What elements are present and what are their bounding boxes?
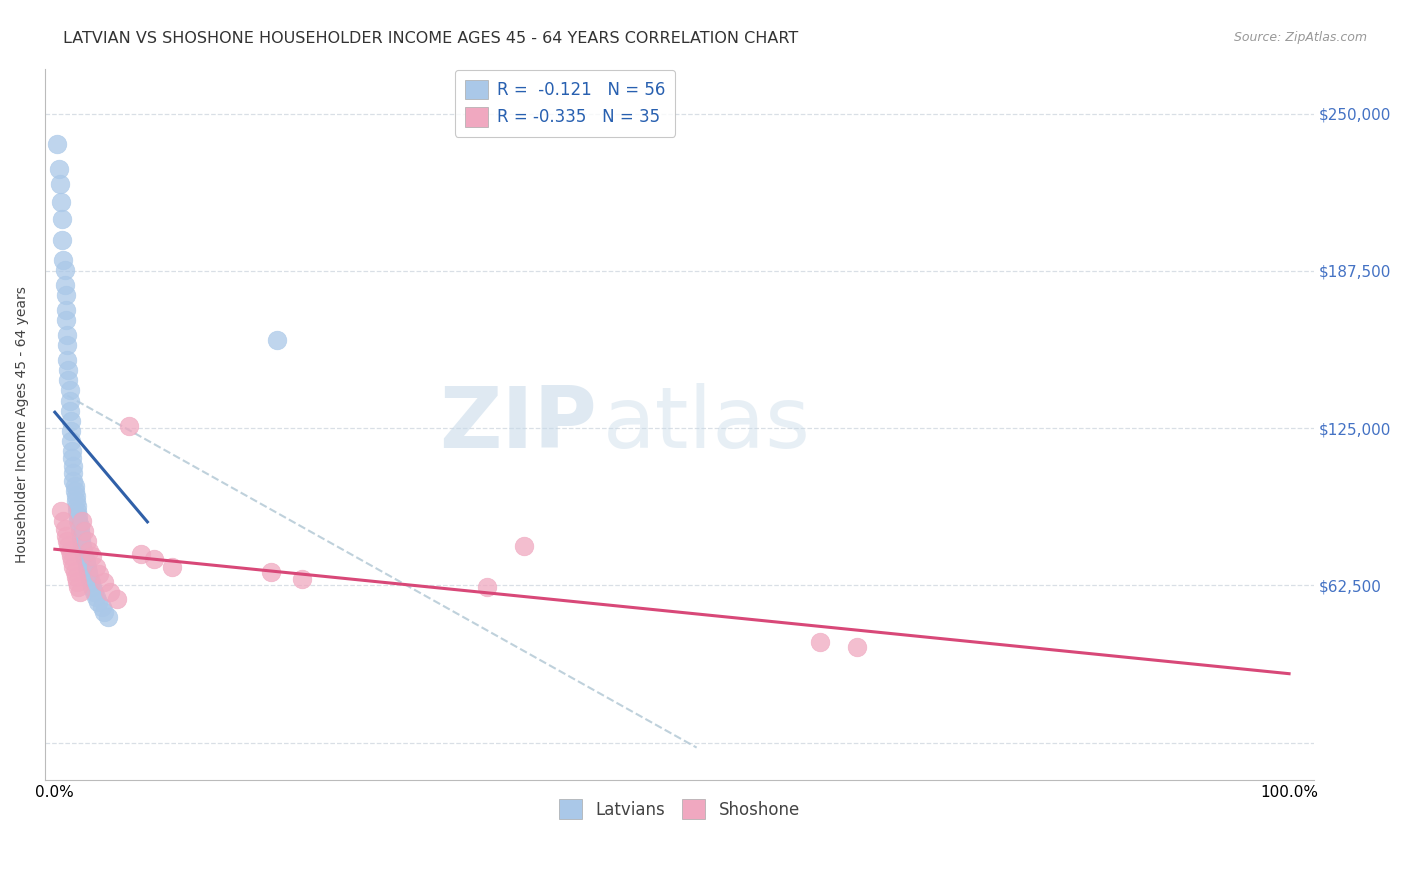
- Point: [118, 418, 141, 433]
- Point: [76, 559, 98, 574]
- Point: [49, 504, 72, 518]
- Point: [55, 288, 77, 302]
- Legend: Latvians, Shoshone: Latvians, Shoshone: [553, 793, 807, 825]
- Point: [56, 328, 79, 343]
- Text: ZIP: ZIP: [439, 383, 598, 466]
- Point: [60, 443, 83, 458]
- Point: [80, 580, 103, 594]
- Point: [56, 338, 79, 352]
- Point: [59, 384, 82, 398]
- Point: [79, 544, 101, 558]
- Point: [65, 489, 87, 503]
- Point: [67, 514, 90, 528]
- Point: [65, 569, 87, 583]
- Point: [142, 552, 165, 566]
- Point: [53, 277, 76, 292]
- Point: [59, 414, 82, 428]
- Point: [475, 580, 498, 594]
- Point: [59, 549, 82, 564]
- Point: [46, 136, 69, 151]
- Point: [53, 262, 76, 277]
- Point: [84, 559, 107, 574]
- Point: [60, 451, 83, 466]
- Point: [69, 524, 91, 539]
- Point: [55, 529, 77, 543]
- Point: [56, 353, 79, 368]
- Point: [66, 574, 89, 589]
- Point: [58, 363, 80, 377]
- Point: [89, 567, 111, 582]
- Point: [79, 574, 101, 589]
- Point: [129, 547, 152, 561]
- Point: [69, 584, 91, 599]
- Point: [90, 599, 112, 614]
- Point: [59, 544, 82, 558]
- Point: [70, 540, 93, 554]
- Point: [76, 534, 98, 549]
- Point: [59, 403, 82, 417]
- Point: [73, 549, 96, 564]
- Point: [48, 162, 70, 177]
- Point: [87, 595, 110, 609]
- Point: [291, 572, 314, 586]
- Text: LATVIAN VS SHOSHONE HOUSEHOLDER INCOME AGES 45 - 64 YEARS CORRELATION CHART: LATVIAN VS SHOSHONE HOUSEHOLDER INCOME A…: [63, 31, 799, 46]
- Point: [62, 474, 84, 488]
- Point: [84, 590, 107, 604]
- Point: [808, 635, 831, 649]
- Point: [105, 592, 128, 607]
- Point: [55, 303, 77, 318]
- Point: [93, 574, 115, 589]
- Point: [58, 540, 80, 554]
- Point: [62, 458, 84, 473]
- Point: [62, 559, 84, 574]
- Point: [59, 393, 82, 408]
- Point: [67, 580, 90, 594]
- Point: [66, 504, 89, 518]
- Point: [59, 424, 82, 438]
- Point: [260, 565, 283, 579]
- Point: [69, 529, 91, 543]
- Point: [73, 524, 96, 539]
- Point: [52, 514, 75, 528]
- Point: [846, 640, 869, 654]
- Point: [63, 565, 86, 579]
- Point: [62, 467, 84, 481]
- Point: [56, 534, 79, 549]
- Point: [83, 584, 105, 599]
- Point: [49, 194, 72, 209]
- Point: [66, 499, 89, 513]
- Point: [100, 584, 122, 599]
- Point: [97, 609, 120, 624]
- Point: [51, 233, 73, 247]
- Point: [69, 519, 91, 533]
- Point: [80, 549, 103, 564]
- Point: [53, 522, 76, 536]
- Point: [59, 434, 82, 448]
- Point: [58, 373, 80, 387]
- Point: [93, 605, 115, 619]
- Point: [49, 178, 72, 192]
- Point: [52, 252, 75, 267]
- Point: [75, 554, 97, 568]
- Point: [266, 333, 288, 347]
- Point: [79, 569, 101, 583]
- Text: Source: ZipAtlas.com: Source: ZipAtlas.com: [1233, 31, 1367, 45]
- Point: [67, 509, 90, 524]
- Point: [72, 544, 94, 558]
- Point: [51, 212, 73, 227]
- Point: [55, 313, 77, 327]
- Point: [70, 514, 93, 528]
- Point: [77, 565, 100, 579]
- Point: [513, 540, 536, 554]
- Point: [65, 494, 87, 508]
- Y-axis label: Householder Income Ages 45 - 64 years: Householder Income Ages 45 - 64 years: [15, 286, 30, 563]
- Point: [69, 534, 91, 549]
- Point: [63, 479, 86, 493]
- Point: [60, 554, 83, 568]
- Point: [63, 484, 86, 499]
- Point: [160, 559, 183, 574]
- Text: atlas: atlas: [603, 383, 811, 466]
